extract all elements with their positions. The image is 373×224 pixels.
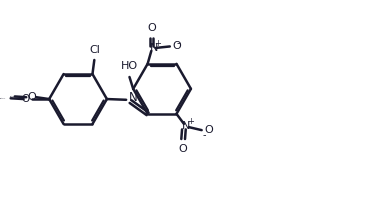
Text: O: O: [205, 125, 213, 135]
Text: +: +: [187, 118, 194, 127]
Text: -: -: [203, 130, 206, 140]
Text: methoxy: methoxy: [10, 95, 16, 97]
Text: N: N: [129, 91, 138, 104]
Text: O: O: [173, 41, 182, 51]
Text: O: O: [178, 144, 187, 154]
Text: O: O: [27, 92, 36, 102]
Text: O: O: [21, 94, 29, 104]
Text: -: -: [177, 38, 181, 48]
Text: Cl: Cl: [89, 45, 100, 55]
Text: methoxy: methoxy: [18, 96, 24, 97]
Text: HO: HO: [121, 61, 138, 71]
Text: +: +: [154, 39, 162, 48]
Text: N: N: [182, 121, 191, 131]
Text: N: N: [150, 43, 159, 53]
Text: O: O: [147, 23, 156, 33]
Text: methoxy: methoxy: [0, 98, 6, 99]
